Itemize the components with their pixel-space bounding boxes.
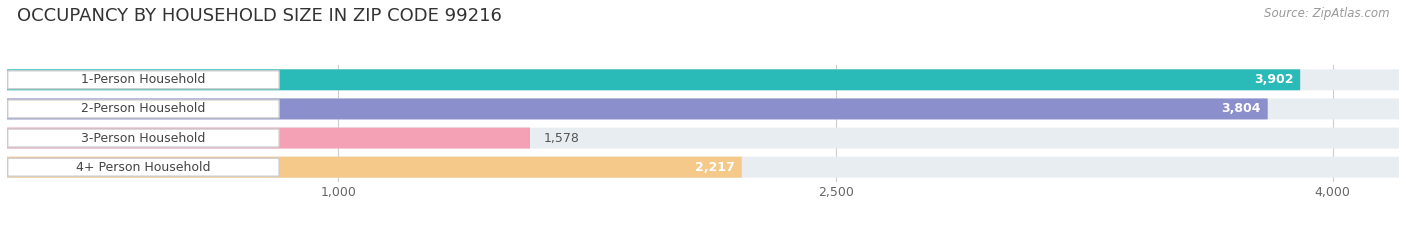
FancyBboxPatch shape (7, 157, 742, 178)
FancyBboxPatch shape (7, 157, 1399, 178)
Text: 1,578: 1,578 (543, 132, 579, 144)
Text: 1-Person Household: 1-Person Household (82, 73, 205, 86)
Text: 3,804: 3,804 (1222, 103, 1261, 115)
FancyBboxPatch shape (7, 98, 1399, 119)
FancyBboxPatch shape (7, 69, 1301, 90)
FancyBboxPatch shape (7, 158, 280, 176)
FancyBboxPatch shape (7, 100, 280, 118)
Text: 3,902: 3,902 (1254, 73, 1294, 86)
FancyBboxPatch shape (7, 69, 1399, 90)
Text: 2-Person Household: 2-Person Household (82, 103, 205, 115)
Text: 4+ Person Household: 4+ Person Household (76, 161, 211, 174)
FancyBboxPatch shape (7, 129, 280, 147)
FancyBboxPatch shape (7, 128, 530, 149)
Text: 3-Person Household: 3-Person Household (82, 132, 205, 144)
FancyBboxPatch shape (7, 71, 280, 89)
FancyBboxPatch shape (7, 98, 1268, 119)
Text: 2,217: 2,217 (696, 161, 735, 174)
Text: OCCUPANCY BY HOUSEHOLD SIZE IN ZIP CODE 99216: OCCUPANCY BY HOUSEHOLD SIZE IN ZIP CODE … (17, 7, 502, 25)
Text: Source: ZipAtlas.com: Source: ZipAtlas.com (1264, 7, 1389, 20)
FancyBboxPatch shape (7, 128, 1399, 149)
